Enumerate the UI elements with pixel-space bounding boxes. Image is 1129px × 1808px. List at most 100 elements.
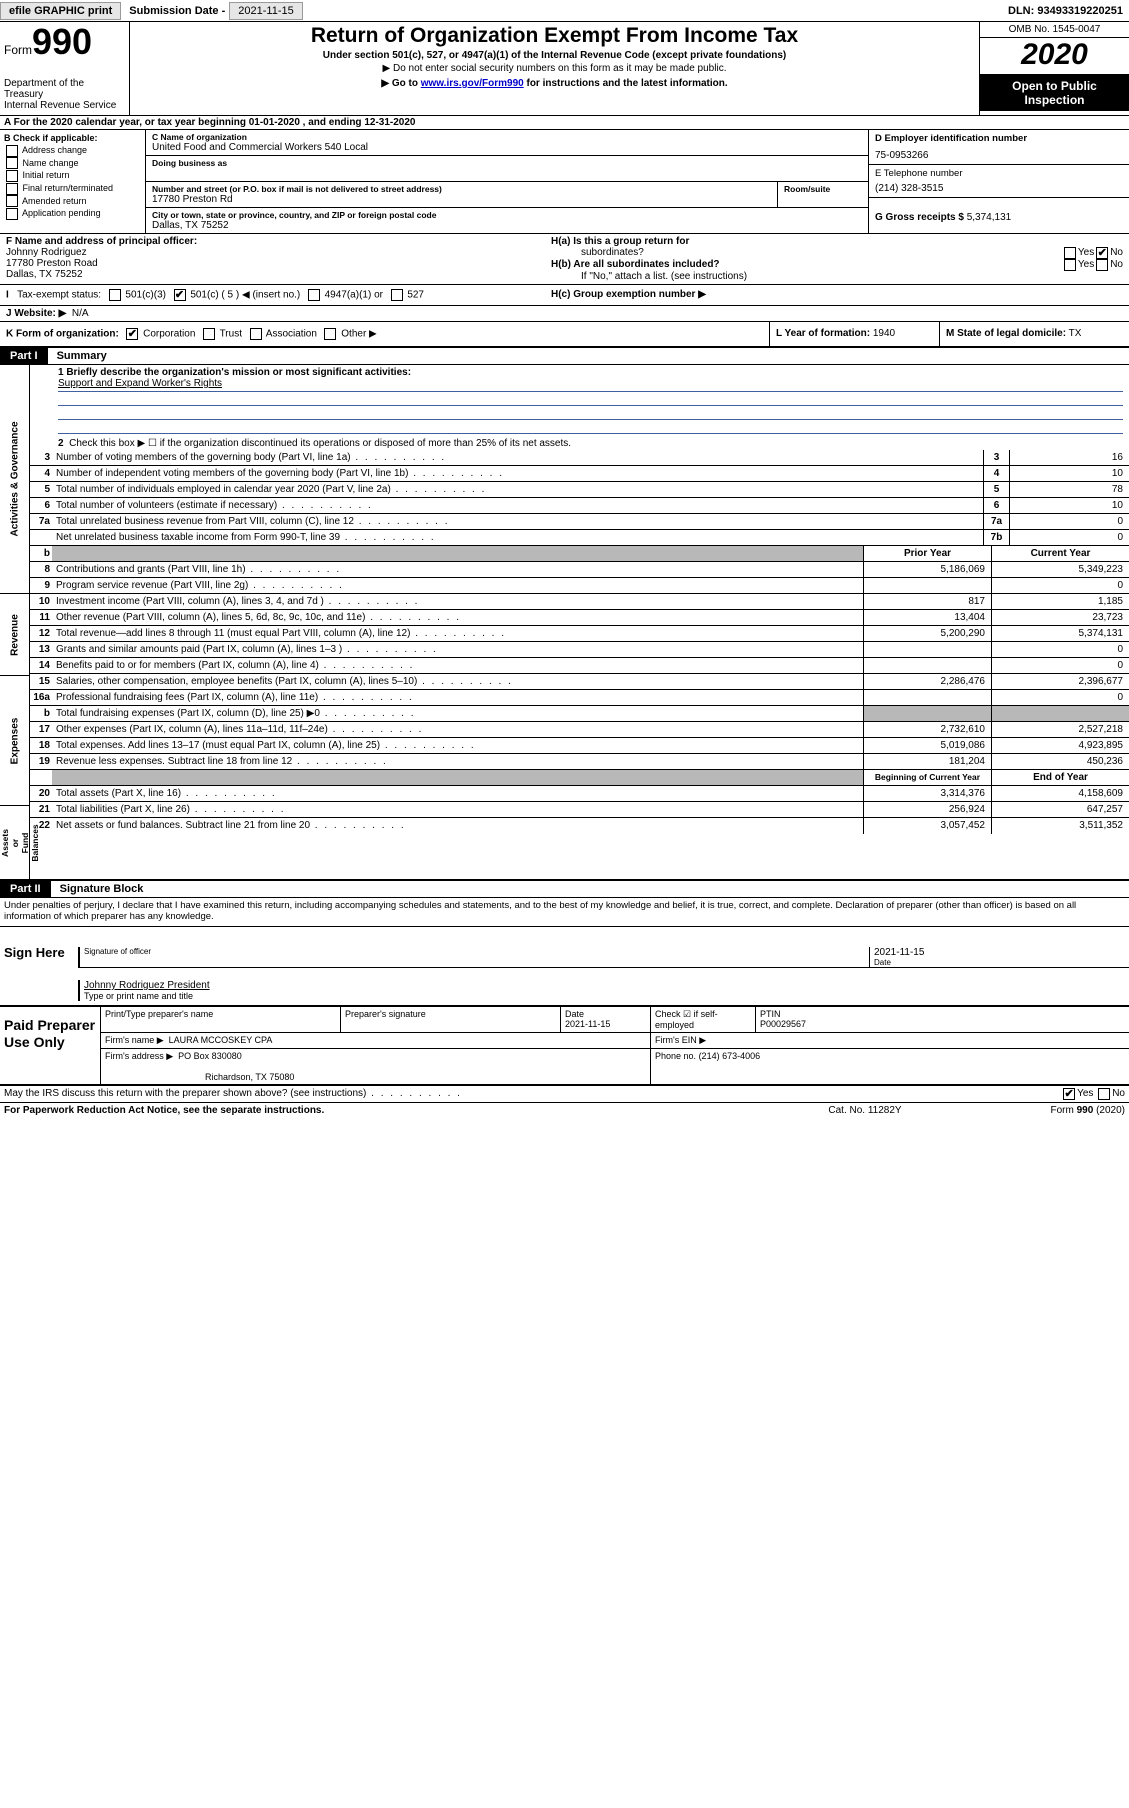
paid-preparer-block: Paid Preparer Use Only Print/Type prepar… [0,1007,1129,1086]
corp-label: Corporation [143,329,195,340]
row-k-l-m: K Form of organization: ✔ Corporation Tr… [0,322,1129,348]
prep-name-label: Print/Type preparer's name [105,1009,213,1019]
ha-label: H(a) Is this a group return for [551,236,689,247]
header-right: OMB No. 1545-0047 2020 Open to Public In… [979,22,1129,115]
cat-no: Cat. No. 11282Y [765,1105,965,1116]
discuss-no[interactable] [1098,1088,1110,1100]
opt-label: Address change [22,145,87,155]
form-ref: Form 990 (2020) [965,1105,1125,1116]
officer-name: Johnny Rodriguez [6,247,87,258]
corp-check[interactable]: ✔ [126,328,138,340]
summary-line: 15Salaries, other compensation, employee… [30,674,1129,690]
no-label: No [1110,259,1123,271]
opt-address-change[interactable]: Address change [4,144,141,157]
dln: DLN: 93493319220251 [1008,5,1129,17]
omb-number: OMB No. 1545-0047 [980,22,1129,38]
part1-title: Summary [51,350,107,362]
section-f: F Name and address of principal officer:… [0,234,545,284]
opt-name-change[interactable]: Name change [4,157,141,170]
org-name-label: C Name of organization [152,132,862,142]
section-a: A For the 2020 calendar year, or tax yea… [0,116,1129,130]
section-hc: H(c) Group exemption number ▶ [545,285,1129,305]
501c-label: 501(c) ( 5 ) ◀ (insert no.) [190,290,300,301]
summary-line: 10Investment income (Part VIII, column (… [30,594,1129,610]
ein-value: 75-0953266 [875,144,1123,161]
tel-label: E Telephone number [875,168,1123,179]
prior-year-hdr: Prior Year [863,546,991,561]
discuss-row: May the IRS discuss this return with the… [0,1086,1129,1103]
dba-cell: Doing business as [146,156,868,182]
ha-yes[interactable] [1064,247,1076,259]
summary-line: Net unrelated business taxable income fr… [30,530,1129,546]
efile-button[interactable]: efile GRAPHIC print [0,2,121,20]
ein-label: D Employer identification number [875,133,1123,144]
part2-title: Signature Block [54,883,144,895]
submission-label: Submission Date - [129,5,225,17]
501c3-check[interactable] [109,289,121,301]
other-check[interactable] [324,328,336,340]
submission-date: 2021-11-15 [229,2,302,20]
room-label: Room/suite [778,182,868,207]
website-label: J Website: ▶ [6,308,66,319]
end-year-hdr: End of Year [991,770,1129,785]
section-l: L Year of formation: 1940 [769,322,939,346]
ha-no[interactable]: ✔ [1096,247,1108,259]
part2-header-row: Part II Signature Block [0,881,1129,898]
sign-right: Signature of officer 2021-11-15Date John… [70,927,1129,1005]
gross-cell: G Gross receipts $ 5,374,131 [869,198,1129,226]
assoc-check[interactable] [250,328,262,340]
other-label: Other ▶ [341,329,376,340]
section-b-header: B Check if applicable: [4,132,141,144]
firm-ein-label: Firm's EIN ▶ [655,1035,706,1045]
paid-row-2: Firm's name ▶ LAURA MCCOSKEY CPA Firm's … [101,1033,1129,1049]
vtab-revenue: Revenue [9,614,20,656]
opt-final-return[interactable]: Final return/terminated [4,182,141,195]
opt-label: Initial return [23,170,70,180]
summary-line: 8Contributions and grants (Part VIII, li… [30,562,1129,578]
instructions-link[interactable]: www.irs.gov/Form990 [421,78,524,89]
summary-line: 22Net assets or fund balances. Subtract … [30,818,1129,834]
current-year-hdr: Current Year [991,546,1129,561]
527-check[interactable] [391,289,403,301]
paid-label: Paid Preparer Use Only [0,1007,100,1084]
vtab-balances: Net Assets or Fund Balances [0,824,40,861]
city-cell: City or town, state or province, country… [146,208,868,233]
501c-check[interactable]: ✔ [174,289,186,301]
section-a-text: A For the 2020 calendar year, or tax yea… [4,117,415,128]
row-i-hc: I Tax-exempt status: 501(c)(3) ✔ 501(c) … [0,285,1129,306]
firm-addr-label: Firm's address ▶ [105,1051,173,1061]
hb-no[interactable] [1096,259,1108,271]
section-h: H(a) Is this a group return for subordin… [545,234,1129,284]
header-left: Form990 Department of the Treasury Inter… [0,22,130,115]
domicile-label: M State of legal domicile: [946,328,1066,339]
section-i: I Tax-exempt status: 501(c)(3) ✔ 501(c) … [0,285,545,305]
open-to-public: Open to Public Inspection [980,75,1129,111]
trust-check[interactable] [203,328,215,340]
part1-header-row: Part I Summary [0,348,1129,365]
form-number: 990 [32,21,92,62]
org-name-cell: C Name of organization United Food and C… [146,130,868,156]
ptin-value: P00029567 [760,1019,806,1029]
summary-line: 5Total number of individuals employed in… [30,482,1129,498]
sig-row-2: Johnny Rodriguez PresidentType or print … [78,968,1129,1001]
hb-note: If "No," attach a list. (see instruction… [551,271,1123,282]
address-label: Number and street (or P.O. box if mail i… [152,184,771,194]
discuss-yes[interactable]: ✔ [1063,1088,1075,1100]
opt-initial-return[interactable]: Initial return [4,169,141,182]
prep-date: 2021-11-15 [565,1019,610,1029]
gross-value: 5,374,131 [967,212,1012,223]
tax-year: 2020 [980,38,1129,75]
opt-amended[interactable]: Amended return [4,195,141,208]
sub3-post: for instructions and the latest informat… [524,78,728,89]
yes-label: Yes [1078,259,1094,271]
firm-name-label: Firm's name ▶ [105,1035,164,1045]
no-label: No [1112,1088,1125,1100]
sig-date-label: Date [874,958,1129,967]
hb-yes[interactable] [1064,259,1076,271]
gross-label: G Gross receipts $ [875,212,964,223]
hc-label: H(c) Group exemption number ▶ [551,289,706,300]
form-header: Form990 Department of the Treasury Inter… [0,22,1129,116]
4947-check[interactable] [308,289,320,301]
opt-label: Amended return [22,196,87,206]
opt-pending[interactable]: Application pending [4,207,141,220]
